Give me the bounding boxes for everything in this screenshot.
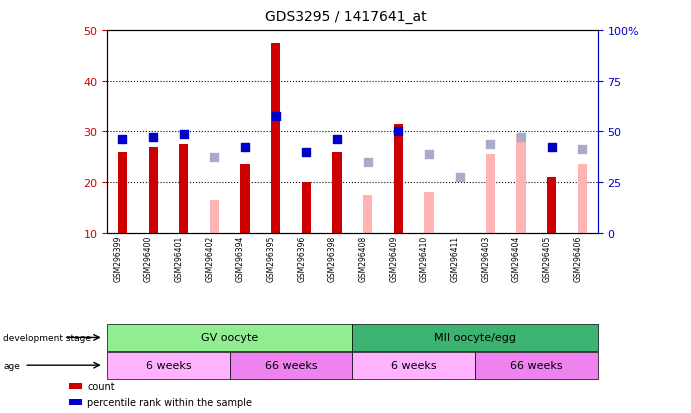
Point xyxy=(485,142,496,148)
Text: GSM296399: GSM296399 xyxy=(113,235,122,282)
Text: MII oocyte/egg: MII oocyte/egg xyxy=(434,332,516,343)
Text: 66 weeks: 66 weeks xyxy=(510,360,562,370)
Bar xyxy=(332,152,341,233)
Point xyxy=(209,154,220,161)
Text: GSM296395: GSM296395 xyxy=(267,235,276,282)
Text: GSM296402: GSM296402 xyxy=(205,235,214,282)
Bar xyxy=(149,147,158,233)
Bar xyxy=(118,152,127,233)
Text: GSM296401: GSM296401 xyxy=(175,235,184,282)
Point xyxy=(240,144,251,151)
Text: count: count xyxy=(87,381,115,391)
Point xyxy=(424,152,435,158)
Text: 6 weeks: 6 weeks xyxy=(391,360,437,370)
Point xyxy=(454,174,465,181)
Text: GSM296398: GSM296398 xyxy=(328,235,337,282)
Text: GSM296394: GSM296394 xyxy=(236,235,245,282)
Bar xyxy=(240,165,249,233)
Text: 6 weeks: 6 weeks xyxy=(146,360,191,370)
Bar xyxy=(486,155,495,233)
Bar xyxy=(302,183,311,233)
Point xyxy=(178,131,189,138)
Text: GDS3295 / 1417641_at: GDS3295 / 1417641_at xyxy=(265,10,426,24)
Text: GSM296406: GSM296406 xyxy=(574,235,583,282)
Text: percentile rank within the sample: percentile rank within the sample xyxy=(87,397,252,407)
Point xyxy=(393,129,404,135)
Text: age: age xyxy=(3,361,20,370)
Bar xyxy=(363,195,372,233)
Text: GV oocyte: GV oocyte xyxy=(201,332,258,343)
Text: GSM296403: GSM296403 xyxy=(482,235,491,282)
Bar xyxy=(578,165,587,233)
Text: GSM296410: GSM296410 xyxy=(420,235,429,282)
Text: GSM296396: GSM296396 xyxy=(297,235,306,282)
Text: GSM296409: GSM296409 xyxy=(390,235,399,282)
Bar xyxy=(547,178,556,233)
Bar xyxy=(210,200,219,233)
Point xyxy=(148,134,159,140)
Bar xyxy=(424,193,434,233)
Text: GSM296405: GSM296405 xyxy=(542,235,551,282)
Bar xyxy=(179,145,189,233)
Point xyxy=(117,136,128,143)
Text: 66 weeks: 66 weeks xyxy=(265,360,317,370)
Text: GSM296411: GSM296411 xyxy=(451,235,460,281)
Bar xyxy=(394,125,403,233)
Point xyxy=(332,136,343,143)
Text: GSM296408: GSM296408 xyxy=(359,235,368,282)
Text: GSM296400: GSM296400 xyxy=(144,235,153,282)
Point xyxy=(515,134,527,140)
Bar xyxy=(271,44,281,233)
Text: GSM296404: GSM296404 xyxy=(512,235,521,282)
Point xyxy=(270,114,281,120)
Point xyxy=(301,149,312,156)
Bar xyxy=(516,135,526,233)
Point xyxy=(362,159,373,166)
Text: development stage: development stage xyxy=(3,333,91,342)
Point xyxy=(546,144,557,151)
Point xyxy=(577,147,588,153)
